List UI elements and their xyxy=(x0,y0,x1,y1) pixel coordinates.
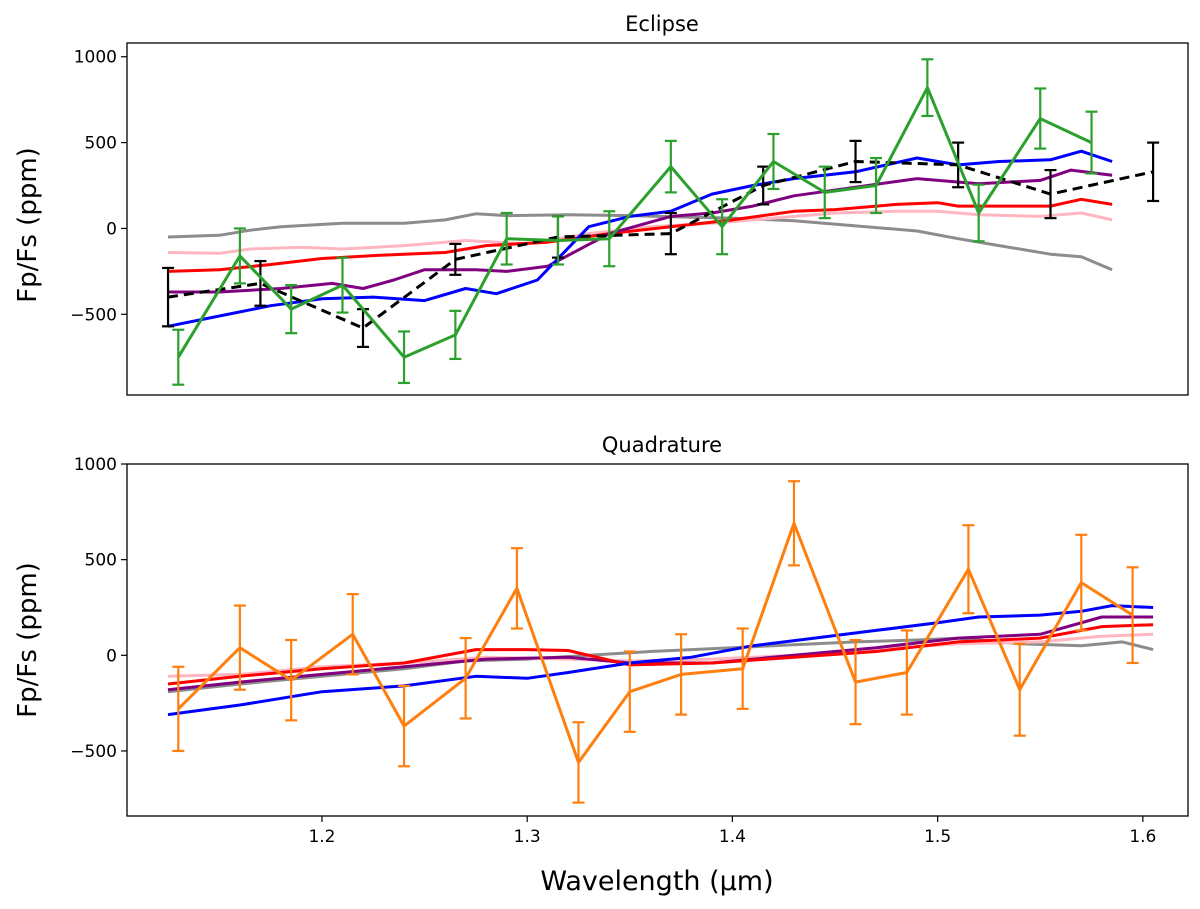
quadrature-ylabel: Fp/Fs (ppm) xyxy=(13,562,43,718)
quadrature-orange-data-errorbar xyxy=(510,547,523,630)
quadrature-orange-data-errorbar xyxy=(285,638,298,722)
eclipse-ytick-label: 0 xyxy=(106,219,117,239)
eclipse-series xyxy=(162,58,1160,386)
eclipse-green-data-errorbar xyxy=(285,284,298,335)
quadrature-orange-data-errorbar xyxy=(459,636,472,720)
quadrature-orange-data-line xyxy=(177,521,1134,764)
eclipse-black-dashed-model-errorbar xyxy=(1044,168,1057,220)
quadrature-gray-model-line xyxy=(167,636,1154,694)
eclipse-black-dashed-model-errorbar xyxy=(664,211,677,256)
quadrature-orange-data-errorbar xyxy=(1013,642,1026,737)
quadrature-series xyxy=(167,480,1154,804)
eclipse-green-data-errorbar xyxy=(716,198,729,256)
eclipse-green-data-errorbar xyxy=(336,256,349,314)
quadrature-orange-data-errorbar xyxy=(572,721,585,804)
eclipse-green-data-errorbar xyxy=(1085,110,1098,175)
eclipse-green-data-errorbar xyxy=(870,156,883,215)
quadrature-orange-data-errorbar xyxy=(398,684,411,768)
eclipse-red-model-line xyxy=(167,197,1113,273)
quadrature-xtick-label: 1.5 xyxy=(924,827,951,847)
quadrature-blue-model-line xyxy=(167,604,1154,717)
eclipse-black-dashed-model-series xyxy=(162,139,1160,349)
quadrature-ytick-label: 0 xyxy=(106,646,117,666)
eclipse-blue-model-line xyxy=(167,149,1113,328)
eclipse-red-model-series xyxy=(167,197,1113,273)
quadrature-ytick-label: 500 xyxy=(85,551,117,571)
eclipse-ylabel: Fp/Fs (ppm) xyxy=(13,147,43,303)
quadrature-orange-data-errorbar xyxy=(1075,533,1088,632)
eclipse-green-data-errorbar xyxy=(921,58,934,118)
eclipse-panel: Eclipse Fp/Fs (ppm) −500 0 500 1000 xyxy=(13,12,1189,396)
eclipse-green-data-errorbar xyxy=(398,330,411,385)
eclipse-green-data-errorbar xyxy=(767,132,780,191)
quadrature-panel: Quadrature Fp/Fs (ppm) −500 0 500 1000 1.2 1.… xyxy=(13,433,1189,897)
quadrature-orange-data-errorbar xyxy=(623,650,636,733)
eclipse-green-data-errorbar xyxy=(972,183,985,243)
eclipse-title: Eclipse xyxy=(625,12,699,36)
eclipse-green-data-errorbar xyxy=(172,328,185,386)
quadrature-orange-data-errorbar xyxy=(346,592,359,676)
quadrature-ticks: −500 0 500 1000 1.2 1.3 1.4 1.5 1.6 xyxy=(70,455,1156,847)
eclipse-ytick-label: 500 xyxy=(85,134,117,154)
quadrature-title: Quadrature xyxy=(602,433,722,457)
eclipse-green-data-errorbar xyxy=(818,165,831,220)
eclipse-black-dashed-model-errorbar xyxy=(849,139,862,184)
eclipse-ticks: −500 0 500 1000 xyxy=(70,48,127,325)
quadrature-ytick-label: −500 xyxy=(70,742,117,762)
quadrature-xtick-label: 1.2 xyxy=(308,827,335,847)
eclipse-green-data-errorbar xyxy=(1034,87,1047,150)
eclipse-black-dashed-model-errorbar xyxy=(162,266,175,328)
quadrature-xtick-label: 1.4 xyxy=(719,827,746,847)
quadrature-axes-frame xyxy=(126,463,1189,817)
quadrature-orange-data-errorbar xyxy=(675,633,688,716)
quadrature-orange-data-errorbar xyxy=(849,638,862,726)
eclipse-pink-model-line xyxy=(167,209,1113,255)
quadrature-blue-model-series xyxy=(167,604,1154,717)
eclipse-ytick-label: −500 xyxy=(70,305,117,325)
quadrature-orange-data-errorbar xyxy=(1126,566,1139,665)
quadrature-orange-data-errorbar xyxy=(233,604,246,691)
eclipse-black-dashed-model-line xyxy=(167,160,1154,330)
eclipse-green-data-errorbar xyxy=(233,227,246,285)
eclipse-green-data-errorbar xyxy=(449,309,462,361)
quadrature-orange-data-series xyxy=(172,480,1139,804)
quadrature-orange-data-errorbar xyxy=(900,629,913,716)
eclipse-green-data-errorbar xyxy=(500,211,513,266)
quadrature-ytick-label: 1000 xyxy=(74,455,117,475)
eclipse-green-data-errorbar xyxy=(603,210,616,268)
eclipse-black-dashed-model-errorbar xyxy=(449,242,462,276)
eclipse-black-dashed-model-errorbar xyxy=(1147,141,1160,203)
quadrature-gray-model-series xyxy=(167,636,1154,694)
quadrature-xlabel: Wavelength (μm) xyxy=(540,866,773,897)
eclipse-pink-model-series xyxy=(167,209,1113,255)
quadrature-orange-data-errorbar xyxy=(172,665,185,753)
eclipse-black-dashed-model-errorbar xyxy=(254,259,267,307)
eclipse-axes-frame xyxy=(126,42,1189,396)
eclipse-green-data-line xyxy=(177,86,1093,359)
eclipse-green-data-series xyxy=(172,58,1098,386)
quadrature-xtick-label: 1.3 xyxy=(514,827,541,847)
quadrature-orange-data-errorbar xyxy=(962,524,975,615)
quadrature-orange-data-errorbar xyxy=(787,480,800,567)
eclipse-green-data-errorbar xyxy=(664,139,677,194)
quadrature-xtick-label: 1.6 xyxy=(1129,827,1156,847)
eclipse-green-data-errorbar xyxy=(551,215,564,266)
eclipse-blue-model-series xyxy=(167,149,1113,328)
eclipse-ytick-label: 1000 xyxy=(74,48,117,68)
quadrature-orange-data-errorbar xyxy=(736,627,749,710)
